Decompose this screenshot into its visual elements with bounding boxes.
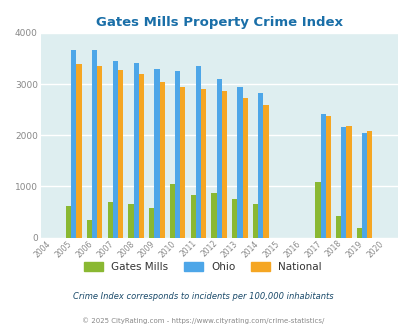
Bar <box>200 89 206 238</box>
Bar <box>133 63 139 238</box>
Bar <box>97 66 102 238</box>
Bar <box>345 126 351 238</box>
Title: Gates Mills Property Crime Index: Gates Mills Property Crime Index <box>96 16 342 29</box>
Bar <box>237 87 242 238</box>
Bar <box>195 66 200 238</box>
Bar <box>180 87 185 238</box>
Bar <box>356 228 361 238</box>
Bar <box>361 133 367 238</box>
Bar <box>252 204 258 238</box>
Bar <box>315 182 320 238</box>
Bar <box>107 202 113 238</box>
Text: © 2025 CityRating.com - https://www.cityrating.com/crime-statistics/: © 2025 CityRating.com - https://www.city… <box>82 317 323 324</box>
Bar <box>325 116 330 238</box>
Bar <box>71 50 76 238</box>
Bar <box>190 195 195 238</box>
Bar <box>66 206 71 238</box>
Bar <box>118 70 123 238</box>
Bar <box>154 69 159 238</box>
Bar <box>367 131 371 238</box>
Bar <box>76 64 81 238</box>
Bar <box>87 220 92 238</box>
Bar <box>139 74 144 238</box>
Bar <box>263 105 268 238</box>
Legend: Gates Mills, Ohio, National: Gates Mills, Ohio, National <box>80 258 325 276</box>
Bar <box>169 184 175 238</box>
Bar <box>232 199 237 238</box>
Bar <box>335 216 341 238</box>
Bar <box>221 91 226 238</box>
Bar <box>320 114 325 238</box>
Bar <box>113 61 118 238</box>
Text: Crime Index corresponds to incidents per 100,000 inhabitants: Crime Index corresponds to incidents per… <box>72 292 333 301</box>
Bar <box>92 50 97 238</box>
Bar <box>242 98 247 238</box>
Bar <box>216 79 221 238</box>
Bar <box>128 204 133 238</box>
Bar <box>341 127 345 238</box>
Bar <box>211 193 216 238</box>
Bar <box>159 82 164 238</box>
Bar <box>149 208 154 238</box>
Bar <box>258 93 263 238</box>
Bar <box>175 71 180 238</box>
